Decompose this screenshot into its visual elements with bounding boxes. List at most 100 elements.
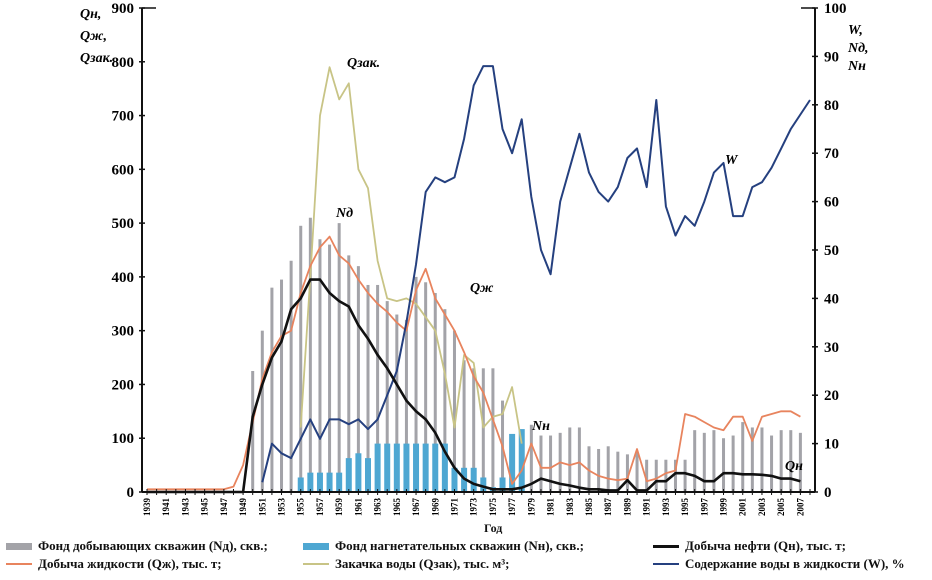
xtick-label-1971: 1971 [449, 498, 459, 517]
ytick-left-label-300: 300 [112, 324, 135, 340]
bar-nd-1966 [404, 319, 408, 492]
xtick-label-1957: 1957 [315, 498, 325, 517]
ytick-left-label-600: 600 [112, 162, 135, 178]
bar-nd-2003 [760, 427, 764, 492]
xtick-label-1993: 1993 [661, 498, 671, 517]
bar-nd-1995 [683, 459, 687, 492]
ytick-left-label-800: 800 [112, 55, 135, 71]
xtick-label-1987: 1987 [603, 498, 613, 517]
bar-nn-1956 [307, 472, 314, 492]
bars-layer [251, 217, 802, 493]
y-right-title-2: Nн [847, 59, 866, 74]
legend-label-w: Содержание воды в жидкости (W), % [685, 556, 905, 571]
bar-nd-2005 [779, 430, 783, 492]
bar-nd-1992 [654, 459, 658, 492]
y-left-title-2: Qзак. [80, 51, 113, 66]
bar-nd-2007 [798, 432, 802, 492]
bar-nd-2002 [750, 427, 754, 492]
legend-label-qn: Добыча нефти (Qн), тыс. т; [685, 538, 846, 553]
xtick-label-1963: 1963 [373, 498, 383, 517]
legend-item-qn: Добыча нефти (Qн), тыс. т; [653, 538, 846, 554]
bar-nd-2004 [770, 435, 774, 492]
xtick-label-1985: 1985 [584, 498, 594, 517]
ytick-left-label-900: 900 [112, 1, 135, 17]
xtick-label-1939: 1939 [142, 498, 152, 517]
bar-nn-1978 [518, 429, 525, 492]
bar-nd-1989 [625, 454, 629, 492]
xtick-label-1977: 1977 [507, 498, 517, 517]
bar-nd-1968 [424, 282, 428, 492]
xtick-label-2005: 2005 [776, 498, 786, 517]
bar-nd-1950 [251, 371, 255, 492]
bar-nd-1967 [414, 276, 418, 492]
xtick-label-1943: 1943 [180, 498, 190, 517]
ytick-right-label-20: 20 [824, 388, 839, 404]
bar-nn-1969 [432, 443, 439, 492]
legend-swatch-w [653, 563, 679, 565]
annotation-nn: Nн [531, 419, 550, 434]
ytick-left-label-400: 400 [112, 270, 135, 286]
bar-nn-1965 [393, 443, 400, 492]
bar-nn-1977 [509, 433, 516, 492]
bar-nd-1974 [481, 368, 485, 492]
bar-nn-1955 [297, 477, 304, 492]
ytick-right-label-0: 0 [824, 485, 832, 501]
ytick-right-label-80: 80 [824, 98, 839, 114]
legend-swatch-qzh [6, 563, 32, 565]
bar-nn-1960 [345, 458, 352, 492]
bar-nd-1999 [722, 438, 726, 492]
legend-item-w: Содержание воды в жидкости (W), % [653, 556, 905, 572]
annotation-qzh: Qж [470, 281, 494, 296]
bar-nn-1958 [326, 472, 333, 492]
bar-nd-1954 [289, 260, 293, 492]
bar-nd-1969 [433, 293, 437, 492]
ytick-left-label-100: 100 [112, 431, 135, 447]
y-left-title-1: Qж, [80, 29, 107, 44]
bar-nd-2001 [741, 422, 745, 492]
xtick-label-1965: 1965 [392, 498, 402, 517]
xtick-label-1941: 1941 [161, 498, 171, 517]
bar-nd-1979 [529, 424, 533, 492]
bar-nd-1991 [645, 459, 649, 492]
bar-nn-1971 [451, 467, 458, 492]
bar-nn-1957 [316, 472, 323, 492]
xtick-label-1975: 1975 [488, 498, 498, 516]
ytick-right-label-30: 30 [824, 340, 839, 356]
bar-nd-1984 [577, 427, 581, 492]
xtick-label-1973: 1973 [469, 498, 479, 517]
xtick-label-1947: 1947 [219, 498, 229, 517]
bar-nd-1993 [664, 459, 668, 492]
ytick-right-label-100: 100 [824, 1, 847, 17]
legend-label-qzh: Добыча жидкости (Qж), тыс. т; [38, 556, 222, 571]
legend-item-nn: Фонд нагнетательных скважин (Nн), скв.; [303, 538, 584, 554]
xtick-label-1981: 1981 [546, 498, 556, 517]
bar-nn-1967 [413, 443, 420, 492]
bar-nn-1963 [374, 443, 381, 492]
bar-nn-1961 [355, 453, 362, 492]
ytick-right-label-70: 70 [824, 146, 839, 162]
bar-nd-1965 [395, 314, 399, 492]
bar-nd-1955 [299, 225, 303, 493]
bar-nn-1973 [470, 467, 477, 492]
bar-nd-1953 [280, 279, 284, 492]
xtick-label-1951: 1951 [257, 498, 267, 517]
bar-nd-1962 [366, 284, 370, 492]
xtick-label-2001: 2001 [738, 498, 748, 517]
ytick-left-label-0: 0 [127, 485, 135, 501]
bar-nd-1951 [260, 330, 264, 492]
bar-nd-1959 [337, 223, 341, 492]
xtick-label-1989: 1989 [622, 498, 632, 517]
xtick-label-1967: 1967 [411, 498, 421, 517]
bar-nd-1985 [587, 446, 591, 492]
line-w [261, 65, 811, 483]
y-right-title-0: W, [848, 23, 863, 38]
bar-nd-2000 [731, 435, 735, 492]
bar-nd-1996 [693, 430, 697, 492]
bar-nd-1961 [356, 266, 360, 492]
bar-nd-1990 [635, 451, 639, 492]
bar-nd-1994 [673, 459, 677, 492]
xtick-label-1969: 1969 [430, 498, 440, 517]
ytick-right-label-60: 60 [824, 195, 839, 211]
bar-nn-1976 [499, 477, 506, 492]
